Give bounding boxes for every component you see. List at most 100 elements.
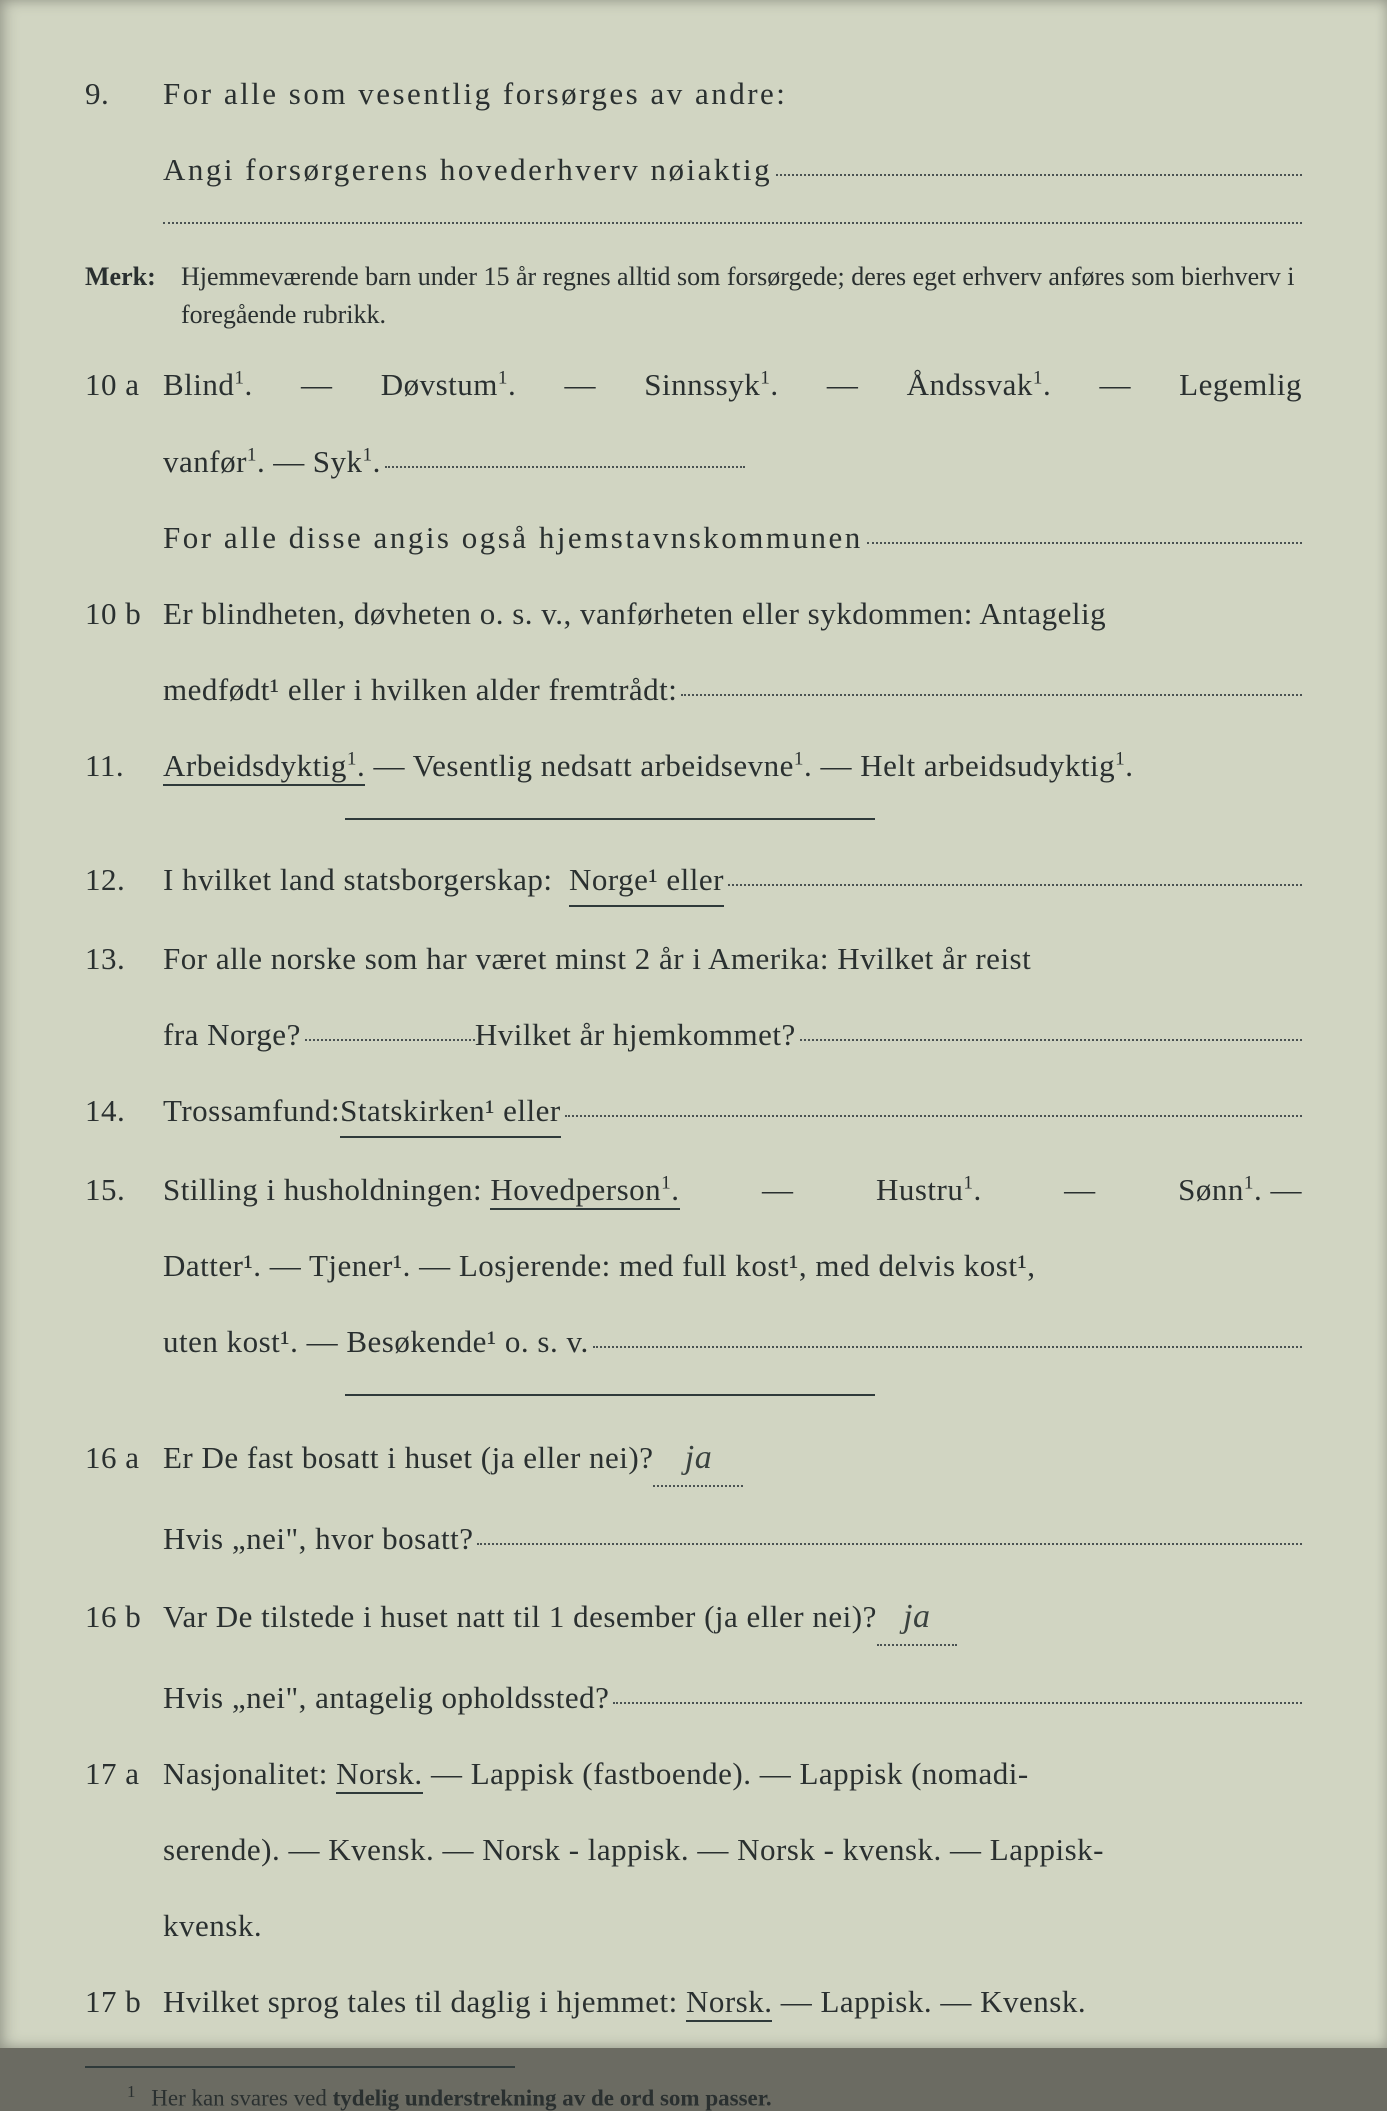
q9-line2-text: Angi forsørgerens hovederhverv nøiaktig bbox=[163, 146, 772, 194]
q16a-line2: Hvis „nei", hvor bosatt? bbox=[85, 1515, 1302, 1563]
section-rule-2 bbox=[345, 1394, 875, 1396]
q14-opt-statskirken[interactable]: Statskirken¹ eller bbox=[340, 1087, 561, 1138]
merk-label: Merk: bbox=[85, 258, 181, 333]
q13-blank1[interactable] bbox=[305, 1039, 475, 1041]
q11-opt-udyktig[interactable]: — Helt arbeidsudyktig1. bbox=[821, 748, 1134, 783]
merk-text: Hjemmeværende barn under 15 år regnes al… bbox=[181, 258, 1302, 333]
q10a-opt-syk[interactable]: Syk1. bbox=[313, 438, 381, 486]
q17a-line2: serende). — Kvensk. — Norsk - lappisk. —… bbox=[85, 1826, 1302, 1874]
q17a-number: 17 a bbox=[85, 1750, 163, 1798]
q15-line3: uten kost¹. — Besøkende¹ o. s. v. bbox=[85, 1318, 1302, 1366]
q9-number: 9. bbox=[85, 70, 163, 118]
q11-opt-nedsatt[interactable]: — Vesentlig nedsatt arbeidsevne1. bbox=[373, 748, 812, 783]
q16a-text: Er De fast bosatt i huset (ja eller nei)… bbox=[163, 1434, 653, 1482]
q10a-line2: vanfør1. — Syk1. bbox=[85, 438, 1302, 486]
q10a-blank2[interactable] bbox=[867, 542, 1302, 544]
q12-number: 12. bbox=[85, 856, 163, 904]
q16a-number: 16 a bbox=[85, 1434, 163, 1482]
q9-blank[interactable] bbox=[776, 174, 1302, 176]
footnote-bold: tydelig understrekning av de ord som pas… bbox=[333, 2085, 772, 2110]
q10b-line2: medfødt¹ eller i hvilken alder fremtrådt… bbox=[85, 666, 1302, 714]
footnote-rule bbox=[85, 2066, 515, 2068]
q17a-opt-norsk[interactable]: Norsk. bbox=[336, 1756, 423, 1794]
q13-line1: For alle norske som har været minst 2 år… bbox=[163, 935, 1302, 983]
q10b-line2-text: medfødt¹ eller i hvilken alder fremtrådt… bbox=[163, 666, 677, 714]
q16a-line2-text: Hvis „nei", hvor bosatt? bbox=[163, 1515, 473, 1563]
question-15: 15. Stilling i husholdningen: Hovedperso… bbox=[85, 1166, 1302, 1214]
question-11: 11. Arbeidsdyktig1. — Vesentlig nedsatt … bbox=[85, 742, 1302, 790]
q16b-blank[interactable] bbox=[613, 1702, 1302, 1704]
q12-blank[interactable] bbox=[728, 884, 1302, 886]
q10a-line3-text: For alle disse angis også hjemstavnskomm… bbox=[163, 514, 863, 562]
q16a-blank[interactable] bbox=[477, 1543, 1302, 1545]
q15-opt-sonn[interactable]: Sønn1. — bbox=[1178, 1166, 1302, 1214]
q17b-opt-norsk[interactable]: Norsk. bbox=[686, 1984, 773, 2022]
q12-opt-norge[interactable]: Norge¹ eller bbox=[569, 856, 724, 907]
q16b-answer[interactable]: ja bbox=[877, 1591, 957, 1646]
q11-number: 11. bbox=[85, 742, 163, 790]
q17a-line2-text: serende). — Kvensk. — Norsk - lappisk. —… bbox=[163, 1826, 1302, 1874]
q10a-opt-sinnssyk[interactable]: Sinnssyk1. bbox=[644, 361, 778, 409]
q17b-rest: — Lappisk. — Kvensk. bbox=[781, 1984, 1086, 2019]
q15-opt-hustru[interactable]: Hustru1. bbox=[876, 1166, 982, 1214]
q15-blank[interactable] bbox=[593, 1346, 1302, 1348]
note-merk: Merk: Hjemmeværende barn under 15 år reg… bbox=[85, 258, 1302, 333]
q10a-opt-blind[interactable]: Blind1. bbox=[163, 361, 253, 409]
footnote-number: 1 bbox=[127, 2082, 136, 2101]
q10a-line3: For alle disse angis også hjemstavnskomm… bbox=[85, 514, 1302, 562]
q15-prefix: Stilling i husholdningen: bbox=[163, 1172, 490, 1207]
question-13: 13. For alle norske som har været minst … bbox=[85, 935, 1302, 983]
question-14: 14. Trossamfund: Statskirken¹ eller bbox=[85, 1087, 1302, 1138]
question-16a: 16 a Er De fast bosatt i huset (ja eller… bbox=[85, 1432, 1302, 1487]
q13-number: 13. bbox=[85, 935, 163, 983]
q16b-text: Var De tilstede i huset natt til 1 desem… bbox=[163, 1593, 877, 1641]
q17a-prefix: Nasjonalitet: bbox=[163, 1756, 336, 1791]
q10b-line1: Er blindheten, døvheten o. s. v., vanfør… bbox=[163, 590, 1302, 638]
q17b-number: 17 b bbox=[85, 1978, 163, 2026]
q10a-opt-dovstum[interactable]: Døvstum1. bbox=[381, 361, 517, 409]
question-17a: 17 a Nasjonalitet: Norsk. — Lappisk (fas… bbox=[85, 1750, 1302, 1798]
q15-line3-text: uten kost¹. — Besøkende¹ o. s. v. bbox=[163, 1318, 589, 1366]
q10a-opt-vanfor[interactable]: vanfør1. bbox=[163, 438, 265, 486]
q15-opt-hovedperson[interactable]: Hovedperson1. bbox=[490, 1172, 679, 1210]
q13-blank2[interactable] bbox=[800, 1039, 1302, 1041]
q17a-rest1: — Lappisk (fastboende). — Lappisk (nomad… bbox=[431, 1756, 1029, 1791]
q12-prefix: I hvilket land statsborgerskap: bbox=[163, 856, 552, 904]
question-9: 9. For alle som vesentlig forsørges av a… bbox=[85, 70, 1302, 118]
q16b-number: 16 b bbox=[85, 1593, 163, 1641]
q13-line2: fra Norge? Hvilket år hjemkommet? bbox=[85, 1011, 1302, 1059]
q9-line1: For alle som vesentlig forsørges av andr… bbox=[163, 70, 1302, 118]
q15-number: 15. bbox=[85, 1166, 163, 1214]
q9-line2: Angi forsørgerens hovederhverv nøiaktig bbox=[85, 146, 1302, 194]
q10a-opt-legemlig[interactable]: Legemlig bbox=[1179, 361, 1302, 409]
footnote: 1 Her kan svares ved tydelig understrekn… bbox=[85, 2082, 1302, 2111]
question-17b: 17 b Hvilket sprog tales til daglig i hj… bbox=[85, 1978, 1302, 2026]
q16a-answer[interactable]: ja bbox=[653, 1432, 743, 1487]
q15-line2: Datter¹. — Tjener¹. — Losjerende: med fu… bbox=[85, 1242, 1302, 1290]
q16b-line2-text: Hvis „nei", antagelig opholdssted? bbox=[163, 1674, 609, 1722]
footnote-plain: Her kan svares ved bbox=[151, 2085, 332, 2110]
question-16b: 16 b Var De tilstede i huset natt til 1 … bbox=[85, 1591, 1302, 1646]
q13-fra-norge: fra Norge? bbox=[163, 1011, 301, 1059]
q9-rule bbox=[163, 222, 1302, 224]
q10b-number: 10 b bbox=[85, 590, 163, 638]
q10b-blank[interactable] bbox=[681, 694, 1302, 696]
q17a-line3: kvensk. bbox=[85, 1902, 1302, 1950]
q15-line2-text: Datter¹. — Tjener¹. — Losjerende: med fu… bbox=[163, 1242, 1302, 1290]
q14-blank[interactable] bbox=[565, 1115, 1302, 1117]
question-10b: 10 b Er blindheten, døvheten o. s. v., v… bbox=[85, 590, 1302, 638]
q10a-number: 10 a bbox=[85, 361, 163, 409]
q14-number: 14. bbox=[85, 1087, 163, 1135]
section-rule-1 bbox=[345, 818, 875, 820]
question-12: 12. I hvilket land statsborgerskap: Norg… bbox=[85, 856, 1302, 907]
q17b-prefix: Hvilket sprog tales til daglig i hjemmet… bbox=[163, 1984, 686, 2019]
q17a-line3-text: kvensk. bbox=[163, 1902, 1302, 1950]
q11-opt-arbeidsdyktig[interactable]: Arbeidsdyktig1. bbox=[163, 748, 365, 786]
q14-prefix: Trossamfund: bbox=[163, 1087, 340, 1135]
census-form-page: 9. For alle som vesentlig forsørges av a… bbox=[0, 0, 1387, 2048]
question-10a: 10 a Blind1. — Døvstum1. — Sinnssyk1. — … bbox=[85, 361, 1302, 409]
q16b-line2: Hvis „nei", antagelig opholdssted? bbox=[85, 1674, 1302, 1722]
q13-hjemkommet: Hvilket år hjemkommet? bbox=[475, 1011, 796, 1059]
q10a-blank1[interactable] bbox=[385, 466, 745, 468]
q10a-opt-andssvak[interactable]: Åndssvak1. bbox=[907, 361, 1052, 409]
